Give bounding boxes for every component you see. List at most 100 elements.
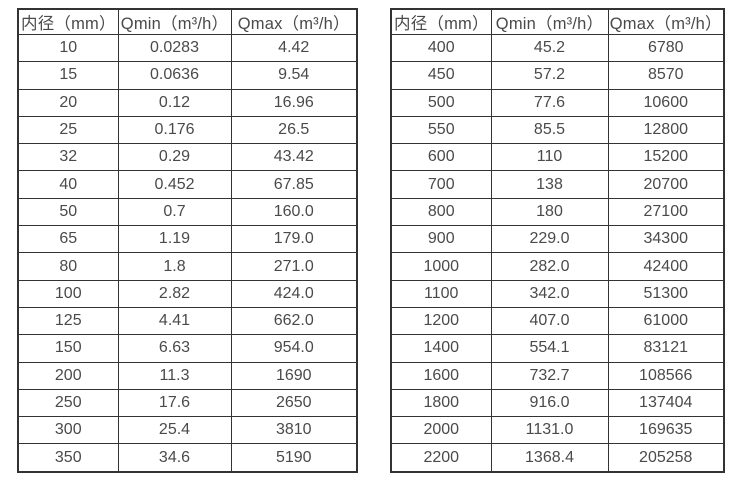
table-row: 1200 407.0 61000: [390, 306, 725, 336]
table-cell: 179.0: [230, 225, 358, 254]
table-cell: 954.0: [230, 334, 358, 363]
table-cell: 77.6: [490, 88, 609, 117]
table-cell: 0.452: [117, 170, 232, 199]
table-cell: 85.5: [490, 115, 609, 145]
table-cell: 15200: [607, 143, 725, 172]
table-cell: 1200: [390, 306, 492, 336]
table-cell: 2.82: [117, 279, 232, 308]
table-cell: 3810: [230, 416, 358, 445]
table-cell: 100: [17, 279, 119, 308]
table-row: 400 45.2 6780: [390, 33, 725, 63]
table-cell: 1800: [390, 388, 492, 418]
table-row: 350 34.6 5190: [17, 443, 358, 473]
table-cell: 15: [17, 61, 119, 90]
table-cell: 6780: [607, 33, 725, 63]
table-cell: 32: [17, 143, 119, 172]
table-cell: 229.0: [490, 225, 609, 254]
table-cell: 200: [17, 361, 119, 390]
table-row: 65 1.19 179.0: [17, 225, 358, 254]
table-cell: 43.42: [230, 143, 358, 172]
table-cell: 350: [17, 443, 119, 473]
table-row: 700 138 20700: [390, 170, 725, 199]
table-cell: 16.96: [230, 88, 358, 117]
table-row: 250 17.6 2650: [17, 388, 358, 418]
table-cell: 1368.4: [490, 443, 609, 473]
table-cell: 600: [390, 143, 492, 172]
table-row: 800 180 27100: [390, 197, 725, 227]
table-cell: 0.29: [117, 143, 232, 172]
table-cell: 554.1: [490, 334, 609, 363]
table-row: 1800 916.0 137404: [390, 388, 725, 418]
table-cell: 8570: [607, 61, 725, 90]
table-cell: 5190: [230, 443, 358, 473]
table-cell: 550: [390, 115, 492, 145]
table-cell: 67.85: [230, 170, 358, 199]
table-cell: 500: [390, 88, 492, 117]
header-row: 内径（mm） Qmin（m³/h） Qmax（m³/h）: [390, 8, 725, 35]
table-cell: 282.0: [490, 252, 609, 281]
table-row: 1600 732.7 108566: [390, 361, 725, 390]
table-cell: 300: [17, 416, 119, 445]
table-cell: 9.54: [230, 61, 358, 90]
table-cell: 51300: [607, 279, 725, 308]
table-cell: 25.4: [117, 416, 232, 445]
table-row: 100 2.82 424.0: [17, 279, 358, 308]
table-body: 400 45.2 6780 450 57.2 8570 500 77.6 10600 550 85.…: [390, 33, 725, 473]
table-row: 125 4.41 662.0: [17, 306, 358, 336]
table-row: 2200 1368.4 205258: [390, 443, 725, 473]
table-cell: 108566: [607, 361, 725, 390]
table-cell: 1600: [390, 361, 492, 390]
table-cell: 10600: [607, 88, 725, 117]
table-row: 1100 342.0 51300: [390, 279, 725, 308]
table-cell: 27100: [607, 197, 725, 227]
table-cell: 2200: [390, 443, 492, 473]
table-cell: 10: [17, 33, 119, 63]
table-cell: 20: [17, 88, 119, 117]
table-cell: 1.8: [117, 252, 232, 281]
table-cell: 662.0: [230, 306, 358, 336]
table-cell: 6.63: [117, 334, 232, 363]
table-row: 550 85.5 12800: [390, 115, 725, 145]
table-cell: 0.7: [117, 197, 232, 227]
table-row: 300 25.4 3810: [17, 416, 358, 445]
table-cell: 732.7: [490, 361, 609, 390]
table-cell: 138: [490, 170, 609, 199]
table-row: 450 57.2 8570: [390, 61, 725, 90]
table-cell: 169635: [607, 416, 725, 445]
header-row: 内径（mm） Qmin（m³/h） Qmax（m³/h）: [17, 8, 358, 35]
header-inner-diameter: 内径（mm）: [17, 8, 119, 35]
table-cell: 12800: [607, 115, 725, 145]
table-cell: 424.0: [230, 279, 358, 308]
table-cell: 57.2: [490, 61, 609, 90]
table-row: 500 77.6 10600: [390, 88, 725, 117]
table-row: 20 0.12 16.96: [17, 88, 358, 117]
table-cell: 125: [17, 306, 119, 336]
table-row: 32 0.29 43.42: [17, 143, 358, 172]
table-cell: 61000: [607, 306, 725, 336]
table-row: 80 1.8 271.0: [17, 252, 358, 281]
table-row: 600 110 15200: [390, 143, 725, 172]
table-cell: 110: [490, 143, 609, 172]
table-cell: 700: [390, 170, 492, 199]
table-cell: 45.2: [490, 33, 609, 63]
table-cell: 42400: [607, 252, 725, 281]
table-cell: 205258: [607, 443, 725, 473]
table-row: 1000 282.0 42400: [390, 252, 725, 281]
table-cell: 342.0: [490, 279, 609, 308]
table-row: 900 229.0 34300: [390, 225, 725, 254]
header-inner-diameter: 内径（mm）: [390, 8, 492, 35]
table-cell: 0.12: [117, 88, 232, 117]
table-cell: 80: [17, 252, 119, 281]
table-cell: 400: [390, 33, 492, 63]
table-cell: 17.6: [117, 388, 232, 418]
table-cell: 407.0: [490, 306, 609, 336]
table-row: 200 11.3 1690: [17, 361, 358, 390]
table-cell: 40: [17, 170, 119, 199]
table-cell: 450: [390, 61, 492, 90]
table-row: 2000 1131.0 169635: [390, 416, 725, 445]
header-qmin: Qmin（m³/h）: [117, 8, 232, 35]
header-qmax: Qmax（m³/h）: [607, 8, 725, 35]
table-cell: 26.5: [230, 115, 358, 145]
table-cell: 0.0283: [117, 33, 232, 63]
